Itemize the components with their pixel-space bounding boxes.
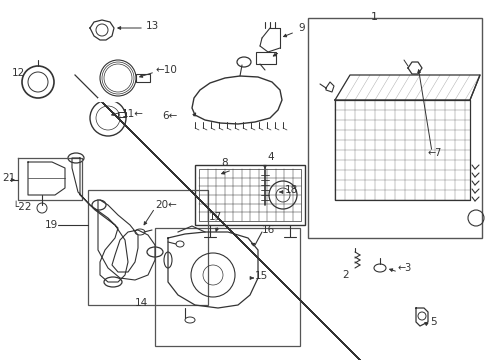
Text: 13: 13 <box>146 21 159 31</box>
Bar <box>155 228 299 346</box>
Text: ←10: ←10 <box>155 65 177 75</box>
Text: 6←: 6← <box>163 111 178 121</box>
Text: 8: 8 <box>221 158 227 168</box>
Text: 19: 19 <box>45 220 58 230</box>
Text: 17: 17 <box>208 212 221 222</box>
Text: └22: └22 <box>12 202 31 212</box>
Text: 9: 9 <box>297 23 304 33</box>
Text: ←7: ←7 <box>427 148 442 158</box>
Text: 5: 5 <box>429 317 436 327</box>
Bar <box>199 169 301 221</box>
Text: 14: 14 <box>135 298 148 308</box>
Bar <box>195 165 305 225</box>
Text: 12: 12 <box>12 68 25 78</box>
Text: 15: 15 <box>254 271 268 281</box>
Bar <box>118 112 126 117</box>
Bar <box>88 190 207 305</box>
Text: 11←: 11← <box>122 109 143 119</box>
Bar <box>136 74 150 82</box>
Text: 4: 4 <box>266 152 273 162</box>
Text: 21: 21 <box>2 173 15 183</box>
Text: 20←: 20← <box>155 200 177 210</box>
Text: 2: 2 <box>341 270 348 280</box>
Text: 16: 16 <box>262 225 275 235</box>
Bar <box>307 18 481 238</box>
Text: 18: 18 <box>285 185 298 195</box>
Text: ←3: ←3 <box>397 263 411 273</box>
Text: 1: 1 <box>370 12 377 22</box>
Bar <box>256 52 275 64</box>
